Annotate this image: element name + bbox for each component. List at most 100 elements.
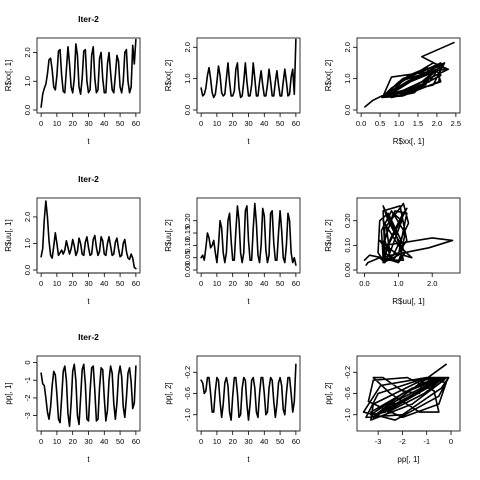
x-tick-label: 10 bbox=[53, 279, 61, 288]
y-tick-label: 2.0 bbox=[183, 42, 192, 52]
x-tick-label: 30 bbox=[84, 119, 92, 128]
x-tick-label: 0 bbox=[199, 119, 203, 128]
x-tick-label: 0.0 bbox=[356, 119, 366, 128]
y-tick-label: -0.6 bbox=[343, 387, 352, 400]
y-tick-label: 1.0 bbox=[23, 238, 32, 248]
y-tick-label: 0.0 bbox=[23, 265, 32, 275]
y-tick-label: 0.20 bbox=[183, 213, 192, 228]
y-axis-label: R$uu[, 1] bbox=[4, 219, 13, 251]
x-tick-label: 2.0 bbox=[432, 119, 442, 128]
x-tick-label: 60 bbox=[132, 437, 140, 446]
x-tick-label: 20 bbox=[229, 279, 237, 288]
x-axis-label: t bbox=[247, 137, 250, 146]
x-tick-label: -3 bbox=[375, 437, 382, 446]
plot-frame bbox=[36, 197, 141, 274]
series-line-1 bbox=[40, 363, 137, 428]
x-tick-label: 20 bbox=[229, 119, 237, 128]
x-tick-label: 30 bbox=[244, 279, 252, 288]
y-axis-label: R$xx[, 2] bbox=[164, 60, 173, 92]
y-tick-label: 0.10 bbox=[183, 238, 192, 253]
x-tick-label: 50 bbox=[276, 119, 284, 128]
x-tick-label: 0 bbox=[199, 279, 203, 288]
chart-panel-5: 0 10 20 30 40 50 60 0.000.050.100.150.20 t R$uu[,… bbox=[164, 197, 301, 306]
x-tick-label: 30 bbox=[244, 119, 252, 128]
x-axis-label: t bbox=[247, 455, 250, 464]
series-line-1 bbox=[364, 41, 455, 108]
x-axis-label: t bbox=[87, 297, 90, 306]
chart-panel-3: 0.0 0.5 1.0 1.5 2.0 2.5 0.0 1.0 2.0 R$xx[, 1] R$xx… bbox=[324, 37, 461, 146]
y-tick-label: 2.0 bbox=[23, 212, 32, 222]
x-tick-label: -2 bbox=[399, 437, 406, 446]
y-axis-label: R$xx[, 1] bbox=[4, 60, 13, 92]
x-tick-label: 40 bbox=[260, 279, 268, 288]
x-tick-label: 30 bbox=[244, 437, 252, 446]
x-tick-label: 30 bbox=[84, 279, 92, 288]
x-tick-label: 10 bbox=[213, 119, 221, 128]
x-axis-label: t bbox=[87, 455, 90, 464]
x-tick-label: 60 bbox=[132, 119, 140, 128]
y-tick-label: 1.0 bbox=[343, 73, 352, 83]
x-tick-label: 10 bbox=[213, 279, 221, 288]
y-tick-label: -0.2 bbox=[183, 366, 192, 379]
x-tick-label: 40 bbox=[260, 437, 268, 446]
x-tick-label: 20 bbox=[69, 437, 77, 446]
y-tick-label: 0.10 bbox=[343, 238, 352, 253]
y-tick-label: -2 bbox=[23, 395, 32, 402]
y-axis-label: R$uu[, 2] bbox=[164, 219, 173, 251]
x-axis-label: R$xx[, 1] bbox=[393, 137, 425, 146]
x-tick-label: 20 bbox=[69, 279, 77, 288]
x-tick-label: 50 bbox=[276, 437, 284, 446]
y-tick-label: 0 bbox=[23, 360, 32, 364]
y-tick-label: 0.0 bbox=[23, 105, 32, 115]
x-tick-label: 1.0 bbox=[394, 119, 404, 128]
y-axis-label: pp[, 2] bbox=[164, 382, 173, 404]
chart-title: Iter-2 bbox=[78, 14, 99, 24]
x-axis-label: R$uu[, 1] bbox=[392, 297, 424, 306]
y-tick-label: -3 bbox=[23, 412, 32, 419]
x-tick-label: 0 bbox=[39, 279, 43, 288]
x-tick-label: 10 bbox=[213, 437, 221, 446]
series-line-1 bbox=[40, 38, 137, 108]
series-line-1 bbox=[40, 200, 137, 270]
y-tick-label: 0.0 bbox=[343, 105, 352, 115]
chart-panel-6: 0.0 1.0 2.0 0.00 0.10 0.20 R$uu[, 1] R$uu[, 2] bbox=[324, 197, 461, 306]
x-tick-label: 0.0 bbox=[359, 279, 369, 288]
y-tick-label: 1.0 bbox=[23, 76, 32, 86]
x-tick-label: 2.5 bbox=[451, 119, 461, 128]
x-tick-label: 0 bbox=[199, 437, 203, 446]
y-axis-label: pp[, 1] bbox=[4, 382, 13, 404]
x-tick-label: 60 bbox=[292, 119, 300, 128]
chart-panel-9: -3 -2 -1 0 -1.0 -0.6 -0.2 pp[, 1] pp[, 2] bbox=[324, 355, 461, 464]
chart-panel-7: Iter-2 0 10 20 30 40 50 60 -3 -2 -1 0 t pp[, 1] bbox=[4, 332, 141, 464]
series-line-1 bbox=[363, 202, 454, 266]
y-tick-label: -1.0 bbox=[343, 408, 352, 421]
chart-panel-2: 0 10 20 30 40 50 60 0.0 1.0 2.0 t R$xx[, 2] bbox=[164, 37, 301, 146]
x-tick-label: 0 bbox=[449, 437, 453, 446]
y-axis-label: R$uu[, 2] bbox=[324, 219, 333, 251]
x-tick-label: 10 bbox=[53, 437, 61, 446]
y-tick-label: 0.0 bbox=[183, 105, 192, 115]
y-tick-label: 0.05 bbox=[183, 250, 192, 265]
x-tick-label: 0 bbox=[39, 119, 43, 128]
chart-panel-8: 0 10 20 30 40 50 60 -1.0 -0.6 -0.2 t pp[, 2] bbox=[164, 355, 301, 464]
chart-title: Iter-2 bbox=[78, 174, 99, 184]
y-tick-label: 0.15 bbox=[183, 226, 192, 241]
x-tick-label: 0.5 bbox=[375, 119, 385, 128]
y-tick-label: 0.00 bbox=[343, 263, 352, 278]
x-axis-label: pp[, 1] bbox=[397, 455, 419, 464]
x-axis-label: t bbox=[87, 137, 90, 146]
x-tick-label: 30 bbox=[84, 437, 92, 446]
x-tick-label: 40 bbox=[100, 437, 108, 446]
y-tick-label: 1.0 bbox=[183, 73, 192, 83]
y-tick-label: 0.20 bbox=[343, 213, 352, 228]
x-tick-label: -1 bbox=[423, 437, 430, 446]
y-tick-label: 2.0 bbox=[343, 42, 352, 52]
y-axis-label: pp[, 2] bbox=[324, 382, 333, 404]
y-axis-label: R$xx[, 2] bbox=[324, 60, 333, 92]
x-tick-label: 50 bbox=[116, 279, 124, 288]
chart-title: Iter-2 bbox=[78, 332, 99, 342]
plot-frame bbox=[356, 197, 461, 274]
y-tick-label: -0.6 bbox=[183, 387, 192, 400]
x-tick-label: 40 bbox=[260, 119, 268, 128]
